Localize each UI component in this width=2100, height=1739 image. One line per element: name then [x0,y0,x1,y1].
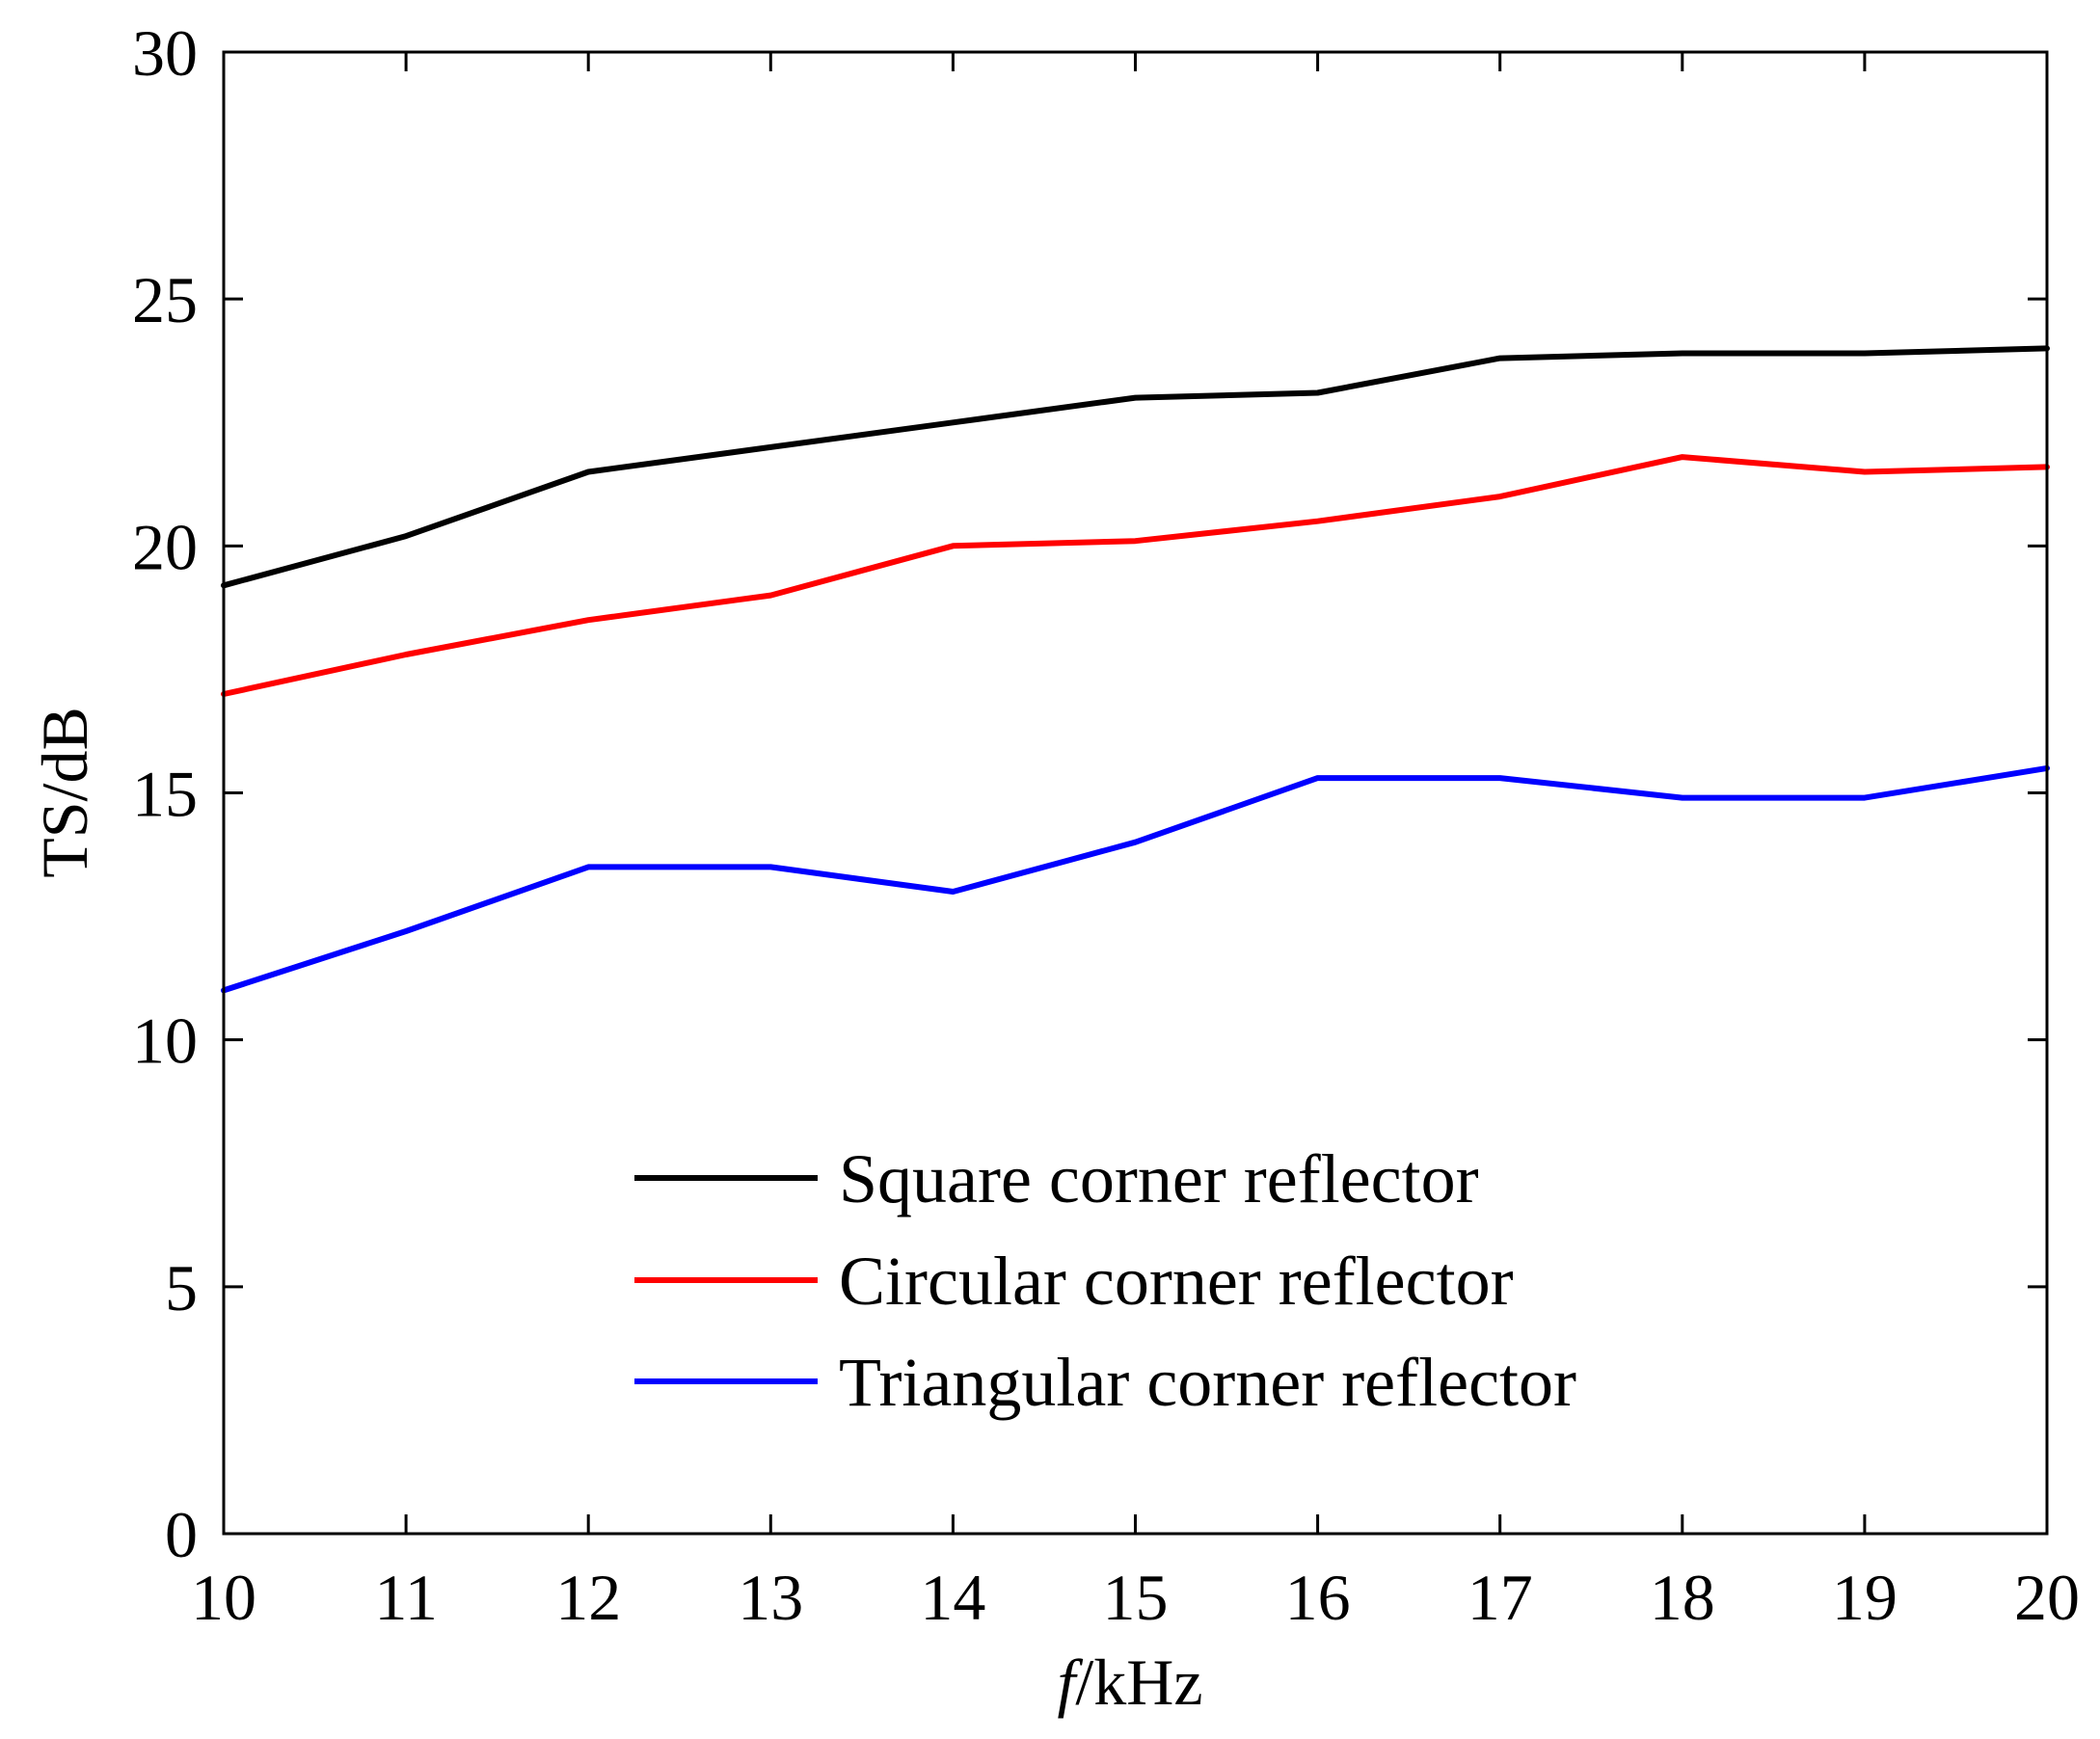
x-tick-label: 16 [1285,1561,1351,1634]
x-tick-label: 17 [1467,1561,1533,1634]
x-tick-label: 13 [738,1561,803,1634]
y-axis-title: TS/dB [28,707,101,878]
y-tick-label: 10 [132,1004,198,1078]
x-tick-label: 10 [191,1561,256,1634]
labels-layer: 10 11 12 13 14 15 16 17 18 19 20 0 5 10 15 20 25 30 [132,16,2080,1634]
x-tick-label: 19 [1832,1561,1898,1634]
y-tick-label: 0 [165,1498,198,1571]
series-line-2 [221,454,2050,697]
y-tick-label: 25 [132,263,198,336]
plot-frame [222,50,2049,1536]
x-tick-label: 11 [374,1561,437,1634]
series-layer [221,345,2050,994]
y-tick-label: 5 [165,1251,198,1324]
series-line-3 [221,764,2050,994]
x-axis-title-unit: /kHz [1075,1645,1202,1719]
y-tick-label: 30 [132,16,198,90]
legend-label-3: Triangular corner reflector [839,1344,1576,1421]
legend-label-1: Square corner reflector [839,1140,1479,1217]
series-line-1 [221,345,2050,589]
x-tick-label: 18 [1650,1561,1715,1634]
x-axis-title: f/kHz [1057,1645,1202,1719]
y-tick-label: 20 [132,510,198,583]
legend-label-2: Circular corner reflector [839,1243,1514,1320]
x-tick-label: 20 [2014,1561,2080,1634]
legend: Square corner reflector Circular corner r… [634,1140,1576,1421]
x-tick-label: 15 [1103,1561,1169,1634]
x-tick-label: 14 [920,1561,985,1634]
x-tick-label: 12 [555,1561,621,1634]
y-tick-label: 15 [132,758,198,831]
